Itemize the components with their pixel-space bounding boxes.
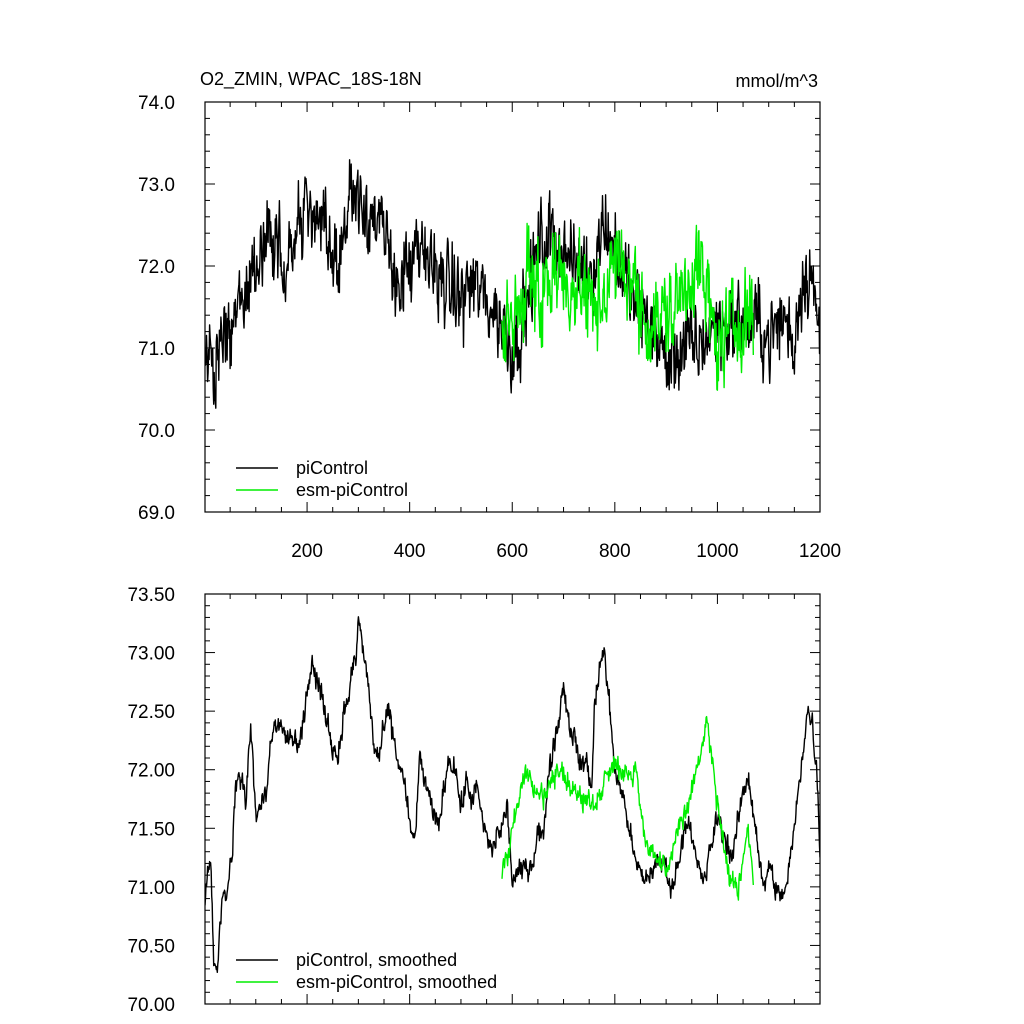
y-tick-label: 73.0: [138, 175, 175, 196]
series-line-picontrol: [205, 159, 820, 409]
legend-label: esm-piControl: [296, 480, 408, 500]
y-tick-label: 74.0: [138, 93, 175, 114]
x-tick-label: 600: [496, 541, 528, 562]
title-text: O2_ZMIN, WPAC_18S-18N: [200, 69, 422, 90]
chart-title-right: mmol/m^3: [736, 71, 818, 91]
series-line-esm-picontrol: [501, 222, 754, 391]
chart-title-left: O2_ZMIN, WPAC_18S-18N: [200, 69, 422, 90]
y-tick-label: 71.50: [127, 819, 175, 840]
y-tick-label: 73.50: [127, 585, 175, 606]
plot-frame: [204, 593, 821, 1005]
y-tick-label: 72.50: [127, 702, 175, 723]
y-tick-label: 73.00: [127, 644, 175, 665]
y-tick-label: 70.50: [127, 936, 175, 957]
plot-frame: [204, 101, 821, 513]
x-tick-label: 800: [599, 541, 631, 562]
y-tick-label: 71.0: [138, 339, 175, 360]
top-panel: 69.0 70.0 71.0 72.0 73.0 74.0 200 400 600 800 1000…: [138, 93, 841, 562]
x-tick-label: 200: [291, 541, 323, 562]
x-tick-label: 1200: [799, 541, 841, 562]
legend-label: piControl: [296, 458, 368, 478]
x-tick-label: 1000: [696, 541, 738, 562]
y-tick-label: 72.00: [127, 761, 175, 782]
y-tick-label: 71.00: [127, 878, 175, 899]
y-tick-label: 72.0: [138, 257, 175, 278]
bottom-panel: 70.00 70.50 71.00 71.50 72.00 72.50 73.00 73.50…: [127, 585, 821, 1016]
y-tick-label: 69.0: [138, 503, 175, 524]
legend-label: esm-piControl, smoothed: [296, 972, 497, 992]
series-line-picontrol-smoothed: [205, 616, 820, 973]
series-line-esm-picontrol-smoothed: [501, 715, 754, 901]
y-tick-label: 70.0: [138, 421, 175, 442]
legend-label: piControl, smoothed: [296, 950, 457, 970]
x-tick-label: 400: [394, 541, 426, 562]
units-text: mmol/m^3: [736, 71, 818, 91]
y-tick-label: 70.00: [127, 995, 175, 1016]
